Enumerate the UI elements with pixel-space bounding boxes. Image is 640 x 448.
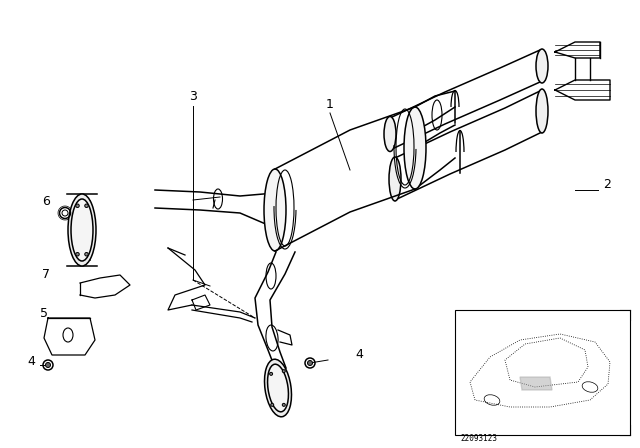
Text: 5: 5 [40, 307, 48, 320]
Text: 2: 2 [603, 178, 611, 191]
Ellipse shape [264, 169, 286, 251]
Ellipse shape [45, 362, 51, 367]
Ellipse shape [269, 372, 273, 375]
Text: 7: 7 [42, 268, 50, 281]
Ellipse shape [536, 89, 548, 133]
Ellipse shape [282, 403, 285, 406]
Text: 22093123: 22093123 [460, 434, 497, 443]
Ellipse shape [389, 157, 401, 201]
Text: 4: 4 [27, 355, 35, 368]
Text: 6: 6 [42, 195, 50, 208]
Ellipse shape [71, 199, 93, 261]
Text: 4: 4 [355, 348, 363, 361]
Ellipse shape [84, 253, 88, 256]
Ellipse shape [536, 49, 548, 83]
Ellipse shape [384, 116, 396, 151]
Ellipse shape [264, 359, 291, 417]
Ellipse shape [282, 370, 285, 373]
Ellipse shape [307, 361, 312, 366]
Text: 1: 1 [326, 98, 334, 111]
Bar [455, 310, 630, 435]
Polygon shape [520, 377, 552, 390]
Ellipse shape [84, 204, 88, 207]
Ellipse shape [404, 107, 426, 189]
Ellipse shape [268, 364, 289, 412]
Ellipse shape [76, 204, 79, 207]
Ellipse shape [68, 194, 96, 266]
Text: 3: 3 [189, 90, 197, 103]
Ellipse shape [271, 403, 274, 406]
Ellipse shape [76, 253, 79, 256]
